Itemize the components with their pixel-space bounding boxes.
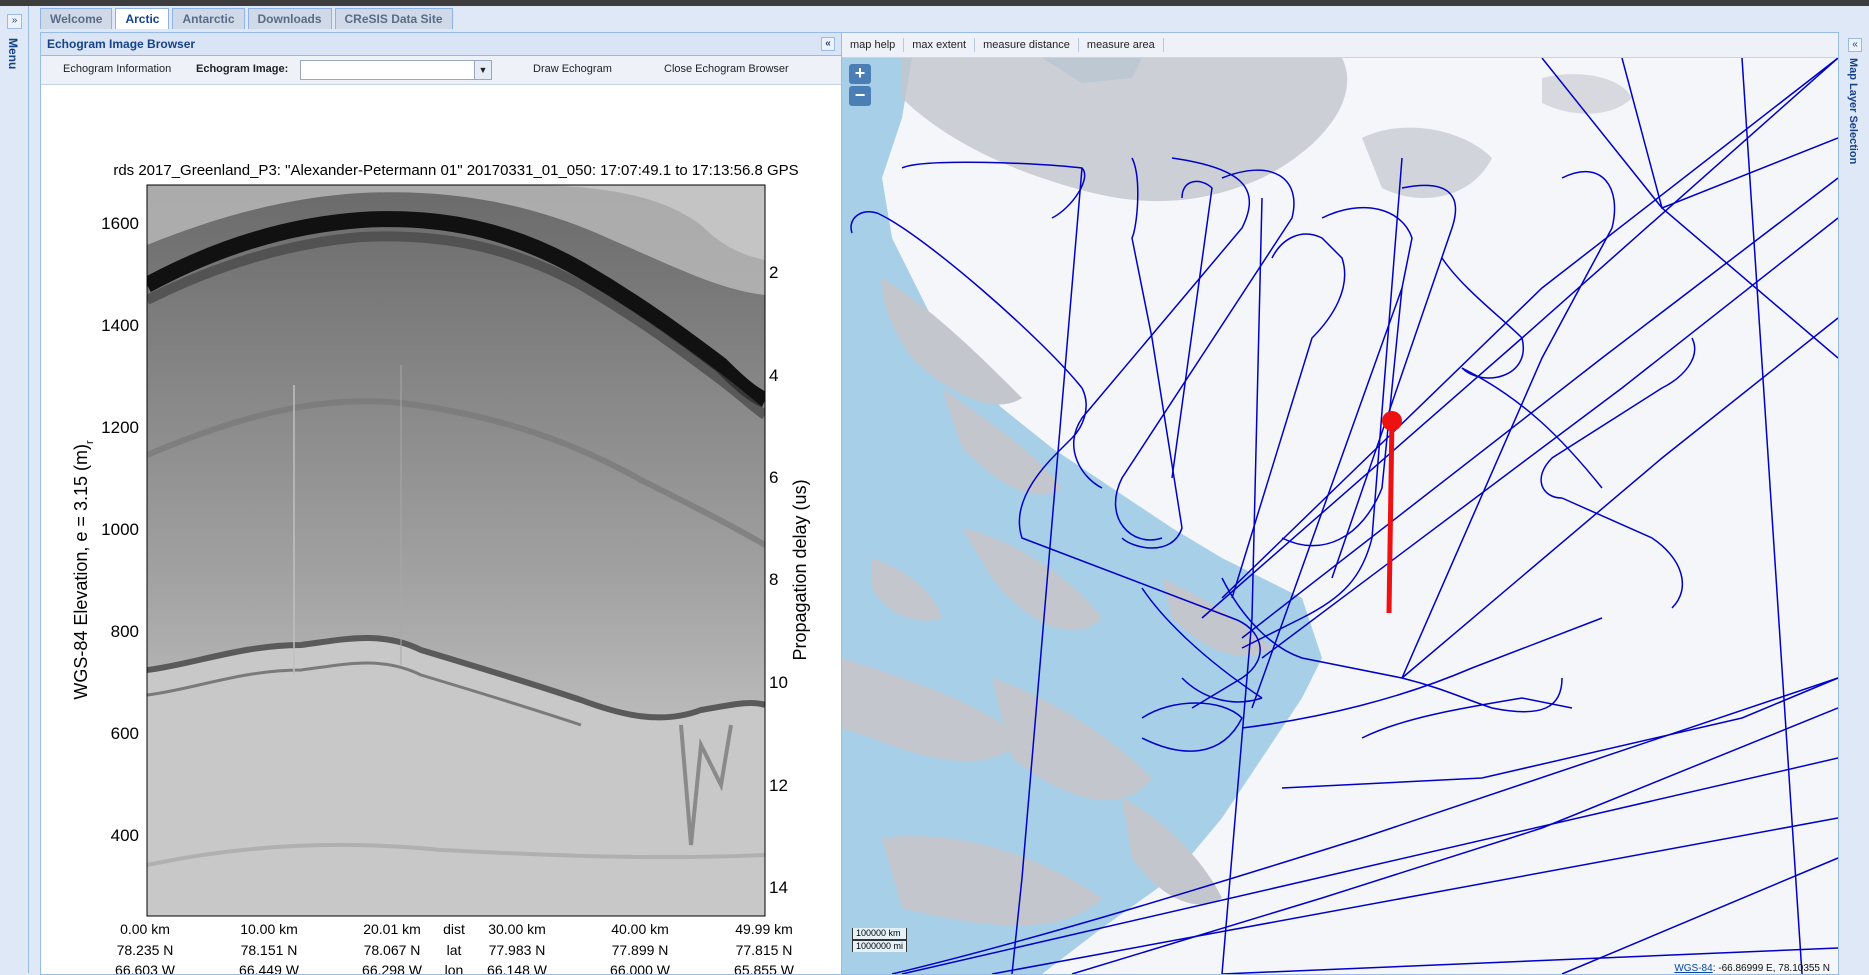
plot-frame bbox=[146, 184, 766, 917]
map-layer-selection-label[interactable]: Map Layer Selection bbox=[1847, 58, 1859, 165]
y2-axis-label: Propagation delay (us) bbox=[790, 479, 810, 660]
projection-link[interactable]: WGS-84 bbox=[1674, 963, 1713, 974]
coordinate-readout: : -66.86999 E, 78.10355 N bbox=[1712, 963, 1830, 974]
lat-tick: 78.067 N bbox=[364, 942, 421, 958]
chevron-down-icon[interactable]: ▼ bbox=[474, 61, 491, 79]
draw-echogram-button[interactable]: Draw Echogram bbox=[533, 63, 612, 75]
collapse-echogram-button[interactable]: « bbox=[821, 37, 835, 51]
rock-outcrops bbox=[842, 58, 1632, 926]
dist-row-label: dist bbox=[443, 921, 465, 937]
map-panel: map help max extent measure distance mea… bbox=[841, 32, 1839, 975]
lon-tick: 66.298 W bbox=[362, 962, 423, 974]
y-tick: 600 bbox=[111, 724, 139, 743]
y2-tick: 14 bbox=[769, 878, 788, 897]
lat-tick: 77.983 N bbox=[489, 942, 546, 958]
y-tick: 1400 bbox=[101, 316, 139, 335]
y2-tick: 12 bbox=[769, 776, 788, 795]
echogram-image-label: Echogram Image: bbox=[196, 63, 289, 75]
x-axis-rows: 0.00 km 10.00 km 20.01 km 30.00 km 40.00… bbox=[115, 921, 795, 974]
tab-welcome[interactable]: Welcome bbox=[40, 8, 113, 29]
y-tick: 1200 bbox=[101, 418, 139, 437]
lon-tick: 66.000 W bbox=[610, 962, 671, 974]
echogram-plot-title: rds 2017_Greenland_P3: "Alexander-Peterm… bbox=[113, 162, 798, 179]
radar-image bbox=[147, 185, 765, 916]
lat-tick: 78.235 N bbox=[117, 942, 174, 958]
map-toolbar: map help max extent measure distance mea… bbox=[842, 33, 1838, 58]
map-canvas[interactable] bbox=[842, 58, 1838, 974]
left-menu-strip[interactable]: » Menu bbox=[0, 6, 29, 973]
scale-bar: 100000 km 1000000 mi bbox=[852, 928, 907, 952]
max-extent-button[interactable]: max extent bbox=[904, 38, 976, 52]
y2-tick: 4 bbox=[769, 366, 778, 385]
echogram-panel-header: Echogram Image Browser « bbox=[41, 33, 841, 56]
echogram-image-select[interactable]: ▼ bbox=[300, 60, 492, 80]
lat-tick: 77.815 N bbox=[736, 942, 793, 958]
mouse-position: WGS-84: -66.86999 E, 78.10355 N bbox=[1674, 963, 1830, 974]
y-axis-ticks: 1600 1400 1200 1000 800 600 400 bbox=[101, 214, 139, 845]
scale-mi: 1000000 mi bbox=[852, 940, 907, 952]
map-layer-strip[interactable]: « Map Layer Selection bbox=[1838, 32, 1869, 973]
y2-tick: 8 bbox=[769, 570, 778, 589]
close-echogram-browser-button[interactable]: Close Echogram Browser bbox=[664, 63, 789, 75]
echogram-plot: rds 2017_Greenland_P3: "Alexander-Peterm… bbox=[71, 162, 810, 974]
main-tabs: Welcome Arctic Antarctic Downloads CReSI… bbox=[40, 8, 453, 30]
y-tick: 800 bbox=[111, 622, 139, 641]
tab-cresis-data-site[interactable]: CReSIS Data Site bbox=[334, 8, 453, 29]
y-axis-label: WGS-84 Elevation, e = 3.15 (m)r bbox=[71, 440, 96, 700]
lat-tick: 77.899 N bbox=[612, 942, 669, 958]
echogram-browser-panel: Echogram Image Browser « Echogram Inform… bbox=[40, 32, 842, 975]
y-tick: 1000 bbox=[101, 520, 139, 539]
map-help-button[interactable]: map help bbox=[842, 38, 905, 52]
y2-tick: 2 bbox=[769, 263, 778, 282]
measure-area-button[interactable]: measure area bbox=[1079, 38, 1164, 52]
dist-tick: 10.00 km bbox=[240, 921, 298, 937]
lon-tick: 66.148 W bbox=[487, 962, 548, 974]
measure-distance-button[interactable]: measure distance bbox=[975, 38, 1079, 52]
top-bar bbox=[0, 0, 1869, 6]
dist-tick: 30.00 km bbox=[488, 921, 546, 937]
tab-downloads[interactable]: Downloads bbox=[247, 8, 332, 29]
y2-tick: 10 bbox=[769, 673, 788, 692]
y-tick: 1600 bbox=[101, 214, 139, 233]
echogram-panel-title: Echogram Image Browser bbox=[47, 37, 196, 51]
lon-tick: 65.855 W bbox=[734, 962, 795, 974]
lon-tick: 66.449 W bbox=[239, 962, 300, 974]
scale-km: 100000 km bbox=[852, 928, 907, 940]
echogram-information-button[interactable]: Echogram Information bbox=[63, 63, 172, 75]
dist-tick: 40.00 km bbox=[611, 921, 669, 937]
echogram-toolbar: Echogram Information Echogram Image: ▼ D… bbox=[41, 56, 841, 85]
expand-menu-button[interactable]: » bbox=[7, 14, 22, 29]
selected-segment bbox=[1382, 411, 1402, 614]
lon-tick: 66.603 W bbox=[115, 962, 176, 974]
y2-axis-ticks: 2 4 6 8 10 12 14 bbox=[769, 263, 788, 897]
y2-tick: 6 bbox=[769, 468, 778, 487]
lat-tick: 78.151 N bbox=[241, 942, 298, 958]
zoom-out-button[interactable]: − bbox=[849, 86, 871, 106]
lon-row-label: lon bbox=[445, 962, 464, 974]
tab-arctic[interactable]: Arctic bbox=[115, 8, 170, 29]
dist-tick: 0.00 km bbox=[120, 921, 170, 937]
tab-antarctic[interactable]: Antarctic bbox=[172, 8, 245, 29]
zoom-in-button[interactable]: + bbox=[849, 64, 871, 84]
flight-tracks bbox=[850, 58, 1838, 974]
dist-tick: 49.99 km bbox=[735, 921, 793, 937]
collapse-layer-button[interactable]: « bbox=[1848, 38, 1862, 52]
y-tick: 400 bbox=[111, 826, 139, 845]
lat-row-label: lat bbox=[447, 942, 462, 958]
dist-tick: 20.01 km bbox=[363, 921, 421, 937]
menu-label[interactable]: Menu bbox=[6, 38, 20, 70]
